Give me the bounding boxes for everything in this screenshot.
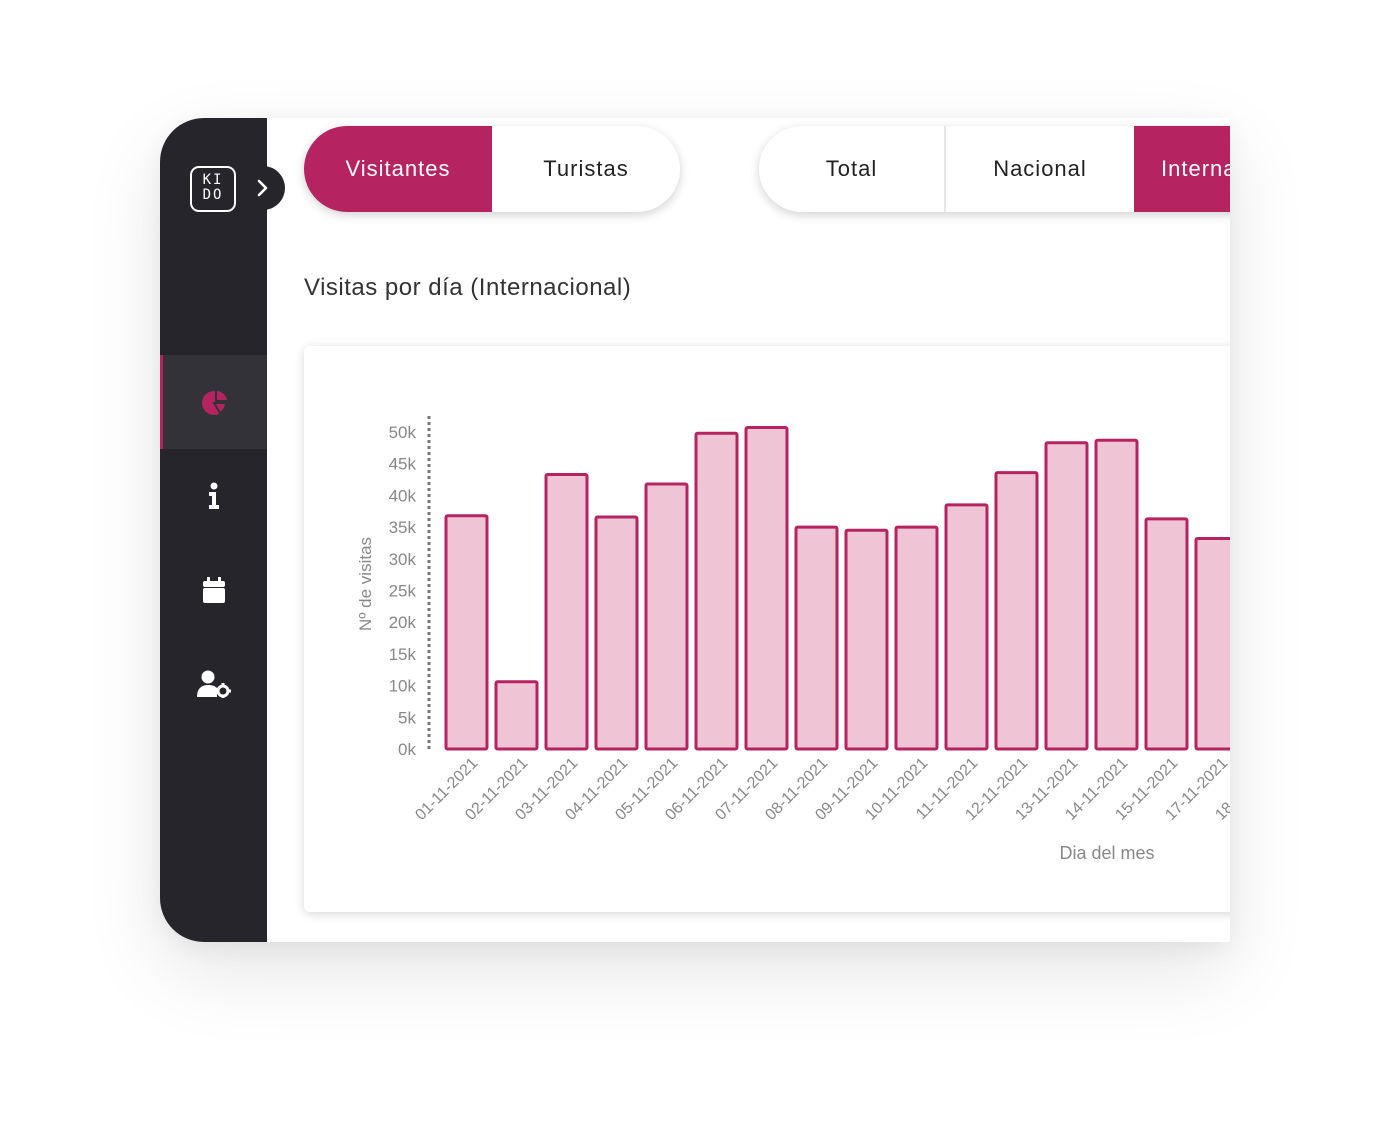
chart-bar[interactable] <box>1144 517 1189 751</box>
y-axis-label: Nº de visitas <box>356 537 375 631</box>
y-tick-label: 15k <box>389 645 417 664</box>
chart-bar[interactable] <box>894 525 939 751</box>
y-tick-label: 45k <box>389 455 417 474</box>
info-icon <box>208 482 219 509</box>
sidebar-item-info[interactable] <box>160 449 267 543</box>
chart-bar[interactable] <box>694 431 739 751</box>
kido-logo[interactable]: KI DO <box>190 166 236 212</box>
chart-bar[interactable] <box>494 680 539 751</box>
chart-bar[interactable] <box>644 482 689 751</box>
chart-bar[interactable] <box>594 515 639 751</box>
sidebar-item-user-settings[interactable] <box>160 637 267 731</box>
chart-bar[interactable] <box>744 426 789 751</box>
main-content: Visitantes Turistas Total Nacional Inter… <box>267 118 1230 942</box>
x-axis-label: Dia del mes <box>1059 843 1154 863</box>
chart-bar[interactable] <box>844 528 889 751</box>
sidebar-item-calendar[interactable] <box>160 543 267 637</box>
tab-nacional[interactable]: Nacional <box>993 156 1087 181</box>
logo-line-1: KI <box>202 172 224 188</box>
tab-internacional[interactable]: Internacional <box>1134 126 1230 212</box>
chevron-right-icon <box>257 179 268 197</box>
section-title: Visitas por día (Internacional) <box>304 274 632 301</box>
y-tick-label: 0k <box>398 740 416 759</box>
chart-bar[interactable] <box>944 503 989 751</box>
chart-bar[interactable] <box>994 471 1039 751</box>
origin-toggle: Total Nacional Internacional <box>759 126 1230 212</box>
tab-turistas[interactable]: Turistas <box>543 156 629 181</box>
sidebar-item-charts[interactable] <box>160 355 267 449</box>
chart-card: 0k 5k 10k 15k 20k 25k 30k 35k 40k 45k 50k 01-11-20… <box>304 346 1230 912</box>
user-settings-icon <box>196 670 231 698</box>
y-tick-label: 35k <box>389 518 417 537</box>
tab-total[interactable]: Total <box>759 126 946 212</box>
app-window: KI DO <box>160 118 1230 942</box>
calendar-icon <box>202 577 225 603</box>
y-tick-label: 25k <box>389 582 417 601</box>
y-tick-label: 10k <box>389 677 417 696</box>
chart-bar[interactable] <box>1194 537 1230 751</box>
chart-bar[interactable] <box>544 472 589 751</box>
chart-bar[interactable] <box>1094 438 1139 751</box>
y-tick-label: 5k <box>398 708 416 727</box>
y-tick-label: 20k <box>389 613 417 632</box>
logo-line-2: DO <box>202 187 224 203</box>
sidebar: KI DO <box>160 118 267 942</box>
chart-bar[interactable] <box>794 525 839 751</box>
tab-visitantes[interactable]: Visitantes <box>304 126 492 212</box>
y-tick-label: 50k <box>389 423 417 442</box>
chart-bar[interactable] <box>444 514 489 751</box>
y-tick-label: 40k <box>389 486 417 505</box>
pie-chart-icon <box>202 388 229 415</box>
visitor-type-toggle: Visitantes Turistas <box>304 126 680 212</box>
chart-bar[interactable] <box>1044 441 1089 751</box>
sidebar-expand-button[interactable] <box>241 166 285 210</box>
y-tick-label: 30k <box>389 550 417 569</box>
